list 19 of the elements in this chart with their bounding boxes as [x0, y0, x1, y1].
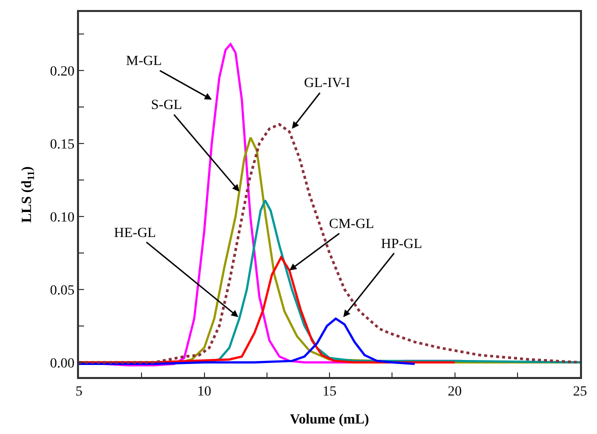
text: 0.00 — [50, 356, 74, 372]
x-tick-label: 10 — [197, 384, 212, 400]
x-tick-label: 5 — [76, 384, 82, 400]
x-tick-label: 15 — [322, 384, 336, 400]
y-tick-label: 0.10 — [50, 210, 74, 226]
line-series — [79, 318, 416, 365]
y-tick-label: 0.15 — [50, 137, 74, 152]
x-tick-label: 25 — [573, 384, 587, 400]
annotation: S-GL — [151, 98, 182, 113]
annotation: HE-GL — [114, 226, 156, 241]
y-tick-label: 0.20 — [50, 64, 74, 80]
annotation: GL-IV-I — [304, 76, 350, 91]
annotation: HP-GL — [381, 237, 422, 252]
annotation: CM-GL — [329, 217, 374, 232]
line-series — [79, 256, 456, 364]
annotation: M-GL — [126, 54, 162, 69]
x-axis-title: Volume (mL) — [290, 412, 370, 428]
x-tick-label: 20 — [448, 384, 462, 400]
y-tick-label: 0.05 — [50, 283, 74, 298]
